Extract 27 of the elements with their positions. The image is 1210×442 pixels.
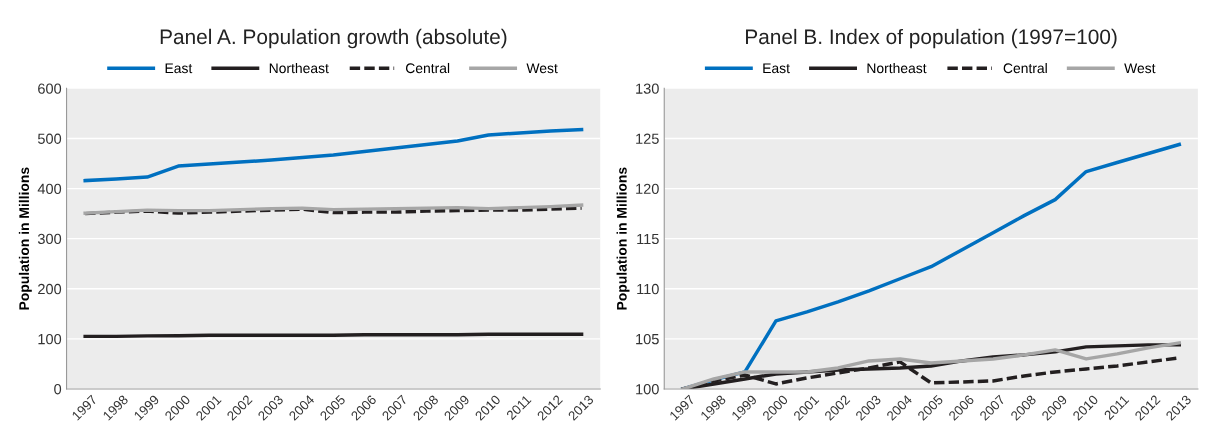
legend-label: Northeast <box>867 62 927 74</box>
legend-label: West <box>1124 63 1156 74</box>
y-tick-label: 120 <box>636 183 659 195</box>
y-tick-label: 125 <box>636 133 659 144</box>
legend-label: Central <box>405 62 450 74</box>
y-tick-label: 105 <box>636 333 659 345</box>
y-tick-label: 100 <box>636 384 659 395</box>
y-tick-label: 115 <box>637 233 659 245</box>
line-series <box>83 127 584 183</box>
y-axis-title: Population in Millions <box>616 167 630 310</box>
y-tick-label: 130 <box>636 83 659 94</box>
legend-label: West <box>526 63 558 74</box>
legend-label: Central <box>1003 62 1047 74</box>
y-tick-label: 600 <box>38 83 62 94</box>
y-tick-label: 0 <box>54 384 62 395</box>
y-tick-label: 100 <box>38 333 62 345</box>
chart-title: Panel B. Index of population (1997=100) <box>746 28 1117 49</box>
y-tick-label: 400 <box>37 183 62 195</box>
y-tick-label: 110 <box>637 283 659 295</box>
legend-label: East <box>165 63 193 74</box>
y-tick-label: 500 <box>37 133 62 144</box>
y-tick-label: 300 <box>37 233 62 245</box>
y-axis-title: Population in Millions <box>18 167 32 310</box>
chart-title: Panel A. Population growth (absolute) <box>160 28 507 49</box>
y-tick-label: 200 <box>38 283 62 295</box>
legend-label: East <box>763 63 790 74</box>
legend-label: Northeast <box>269 62 329 74</box>
